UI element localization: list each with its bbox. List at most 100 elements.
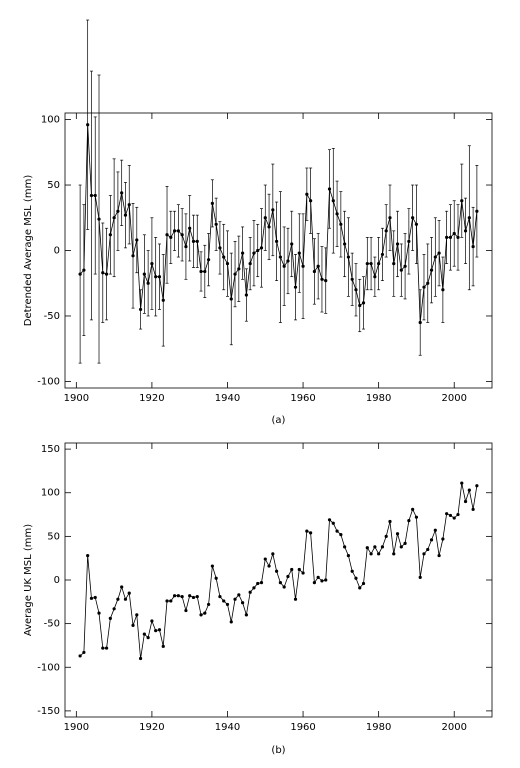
data-point xyxy=(463,499,468,504)
y-tick-label: -100 xyxy=(37,376,60,387)
data-point xyxy=(172,594,177,598)
data-point xyxy=(169,599,173,603)
data-point xyxy=(426,547,430,552)
data-point xyxy=(380,545,385,549)
x-tick-label: 2000 xyxy=(441,722,466,733)
data-point xyxy=(471,244,475,249)
data-point xyxy=(354,288,358,292)
data-point xyxy=(414,515,419,519)
data-point xyxy=(93,595,97,600)
y-axis-label: Detrended Average MSL (mm) xyxy=(23,175,34,327)
y-tick-label: 150 xyxy=(41,444,60,455)
data-point xyxy=(146,635,150,640)
data-point xyxy=(271,552,275,556)
data-point xyxy=(429,538,434,542)
data-point xyxy=(259,581,264,585)
data-point xyxy=(309,531,313,535)
y-tick-label: 50 xyxy=(47,531,60,542)
data-point xyxy=(293,597,298,601)
data-point xyxy=(335,529,339,533)
data-point xyxy=(358,586,362,590)
data-point xyxy=(120,585,124,589)
data-point xyxy=(229,297,233,301)
data-point xyxy=(335,212,339,216)
data-point xyxy=(165,599,169,603)
data-point xyxy=(188,594,192,598)
data-point xyxy=(191,239,196,243)
data-point xyxy=(271,208,275,212)
data-point xyxy=(169,235,173,240)
data-point xyxy=(433,528,437,532)
data-point xyxy=(456,235,460,240)
data-point xyxy=(305,192,309,196)
data-point xyxy=(86,123,90,127)
data-point xyxy=(275,569,279,573)
data-point xyxy=(180,233,184,237)
x-tick-label: 1980 xyxy=(366,393,391,404)
data-point xyxy=(411,507,415,511)
data-point xyxy=(350,569,354,573)
data-point xyxy=(210,564,214,568)
data-point xyxy=(199,613,203,617)
data-point xyxy=(331,199,335,203)
plot-frame xyxy=(64,442,493,718)
data-point xyxy=(414,222,419,226)
x-tick-label: 1960 xyxy=(290,722,315,733)
data-point xyxy=(467,488,471,492)
data-point xyxy=(86,553,90,558)
data-point xyxy=(290,242,294,246)
data-point xyxy=(218,594,222,599)
data-point xyxy=(82,268,86,272)
data-point xyxy=(131,623,135,627)
data-point xyxy=(97,217,101,221)
data-point xyxy=(320,277,324,281)
data-point xyxy=(244,293,248,297)
data-line xyxy=(79,483,478,659)
data-point xyxy=(127,591,131,595)
data-point xyxy=(241,251,245,255)
data-point xyxy=(120,191,124,195)
data-point xyxy=(104,646,109,650)
data-point xyxy=(339,222,343,226)
x-tick-label: 1920 xyxy=(139,393,164,404)
data-point xyxy=(312,581,316,585)
data-point xyxy=(418,320,422,325)
data-point xyxy=(267,564,271,568)
data-point xyxy=(320,579,324,583)
data-point xyxy=(150,619,154,623)
data-point xyxy=(395,242,400,246)
data-point xyxy=(388,519,392,524)
data-point xyxy=(157,275,162,279)
data-point xyxy=(475,209,479,213)
data-point xyxy=(373,545,377,549)
data-point xyxy=(365,261,369,266)
data-point xyxy=(448,513,453,518)
data-point xyxy=(256,581,260,586)
data-point xyxy=(188,226,192,230)
data-point xyxy=(437,553,441,558)
x-tick-label: 1900 xyxy=(64,722,89,733)
data-point xyxy=(433,255,437,259)
data-point xyxy=(135,613,139,617)
data-point xyxy=(365,546,369,550)
data-point xyxy=(154,629,158,633)
data-point xyxy=(248,590,252,594)
data-point xyxy=(138,307,143,312)
data-point xyxy=(297,567,301,572)
y-tick-label: 100 xyxy=(41,115,60,126)
data-point xyxy=(165,233,169,237)
data-point xyxy=(154,275,158,279)
data-point xyxy=(116,209,120,213)
data-point xyxy=(97,611,101,615)
data-point xyxy=(225,602,230,607)
x-tick-label: 1940 xyxy=(215,722,240,733)
data-point xyxy=(463,229,468,233)
data-point xyxy=(206,258,211,262)
data-point xyxy=(327,518,332,522)
data-point xyxy=(233,272,237,276)
data-point xyxy=(248,261,252,266)
data-point xyxy=(384,229,388,233)
data-point xyxy=(286,259,290,263)
x-tick-label: 1940 xyxy=(215,393,240,404)
